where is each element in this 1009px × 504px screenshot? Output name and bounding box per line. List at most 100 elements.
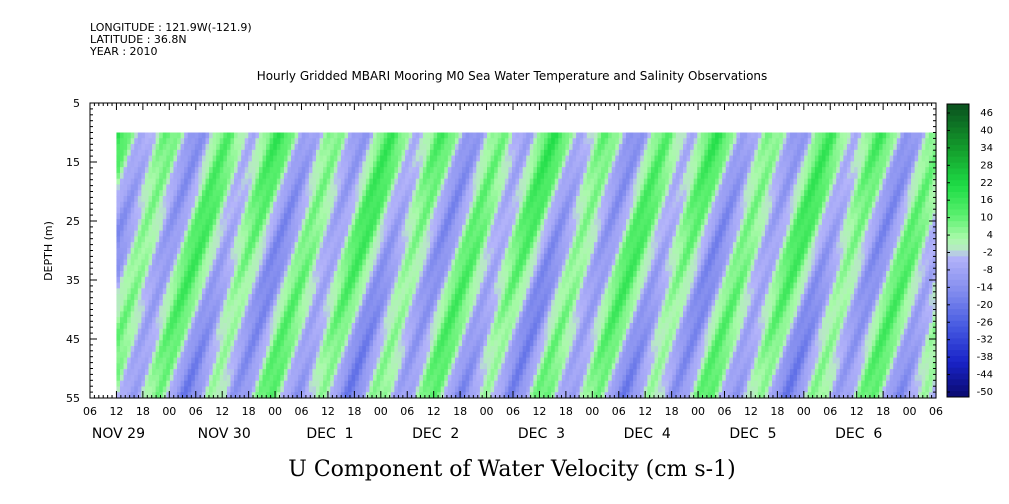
heat-cell xyxy=(422,178,428,186)
heat-cell xyxy=(444,149,449,157)
heat-cell xyxy=(469,357,474,364)
heat-cell xyxy=(155,305,160,313)
heat-cell xyxy=(134,305,139,313)
heat-cell xyxy=(454,351,460,359)
heat-cell xyxy=(483,149,488,157)
heat-cell xyxy=(333,276,338,284)
heat-cell xyxy=(326,219,331,226)
heat-cell xyxy=(141,184,146,191)
heat-cell xyxy=(216,386,221,393)
heat-cell xyxy=(205,294,210,301)
heat-cell xyxy=(501,167,506,174)
heat-cell xyxy=(397,172,403,180)
heat-cell xyxy=(476,178,481,186)
heat-cell xyxy=(148,190,153,197)
heat-cell xyxy=(194,271,199,278)
heat-cell xyxy=(287,149,292,157)
heat-cell xyxy=(330,259,335,266)
heat-cell xyxy=(276,317,281,324)
heat-cell xyxy=(351,167,356,174)
heat-cell xyxy=(340,271,346,278)
heat-cell xyxy=(162,178,167,186)
heat-cell xyxy=(344,340,349,347)
heat-cell xyxy=(426,334,431,341)
heat-cell xyxy=(465,161,470,168)
heat-cell xyxy=(173,195,178,203)
heat-cell xyxy=(283,172,289,180)
heat-cell xyxy=(152,184,157,191)
heat-cell xyxy=(173,144,178,151)
heat-cell xyxy=(276,167,281,174)
heat-cell xyxy=(155,172,160,180)
heat-cell xyxy=(258,167,264,174)
heat-cell xyxy=(479,224,485,232)
heat-cell xyxy=(465,172,470,180)
heat-cell xyxy=(137,305,142,313)
heat-cell xyxy=(454,386,460,393)
heat-cell xyxy=(276,334,281,341)
heat-cell xyxy=(422,184,428,191)
heat-cell xyxy=(298,236,303,243)
heat-cell xyxy=(380,311,385,318)
heat-cell xyxy=(333,340,338,347)
heat-cell xyxy=(141,271,146,278)
heat-cell xyxy=(273,259,278,266)
heat-cell xyxy=(205,184,210,191)
heat-cell xyxy=(433,334,438,341)
heat-cell xyxy=(234,271,239,278)
heat-cell xyxy=(258,236,264,243)
heat-cell xyxy=(326,201,331,209)
heat-cell xyxy=(397,207,403,214)
heat-cell xyxy=(216,265,221,272)
heat-cell xyxy=(444,190,449,197)
heat-cell xyxy=(365,219,371,226)
heat-cell xyxy=(462,271,467,278)
heat-cell xyxy=(209,172,214,180)
heat-cell xyxy=(301,195,306,203)
heat-cell xyxy=(408,386,413,393)
heat-cell xyxy=(291,172,296,180)
heat-cell xyxy=(205,271,210,278)
heat-cell xyxy=(494,195,499,203)
heat-cell xyxy=(465,305,470,313)
heat-cell xyxy=(422,161,428,168)
heat-cell xyxy=(230,259,235,266)
heat-cell xyxy=(419,224,424,232)
heat-cell xyxy=(479,282,485,289)
heat-cell xyxy=(251,299,256,307)
heat-cell xyxy=(479,328,485,336)
heat-cell xyxy=(152,224,157,232)
heat-cell xyxy=(419,369,424,376)
heat-cell xyxy=(365,369,371,376)
heat-cell xyxy=(216,276,221,284)
heat-cell xyxy=(226,230,232,237)
heat-cell xyxy=(476,138,481,145)
heat-cell xyxy=(180,236,185,243)
heat-cell xyxy=(390,144,395,151)
heat-cell xyxy=(344,144,349,151)
heat-cell xyxy=(362,219,367,226)
heat-cell xyxy=(294,190,299,197)
heat-cell xyxy=(301,155,306,162)
heat-cell xyxy=(419,219,424,226)
heat-cell xyxy=(144,224,150,232)
heat-cell xyxy=(212,259,217,266)
heat-cell xyxy=(487,247,492,255)
heat-cell xyxy=(258,178,264,186)
heat-cell xyxy=(454,184,460,191)
heat-cell xyxy=(216,317,221,324)
heat-cell xyxy=(451,276,456,284)
heat-cell xyxy=(191,380,196,388)
heat-cell xyxy=(212,224,217,232)
heat-cell xyxy=(476,357,481,364)
heat-cell xyxy=(494,236,499,243)
heat-cell xyxy=(305,369,310,376)
heat-cell xyxy=(462,253,467,261)
heat-cell xyxy=(390,311,395,318)
heat-cell xyxy=(472,282,477,289)
heat-cell xyxy=(362,386,367,393)
heat-cell xyxy=(479,138,485,145)
heat-cell xyxy=(266,265,271,272)
heat-cell xyxy=(280,369,285,376)
heat-cell xyxy=(387,265,392,272)
